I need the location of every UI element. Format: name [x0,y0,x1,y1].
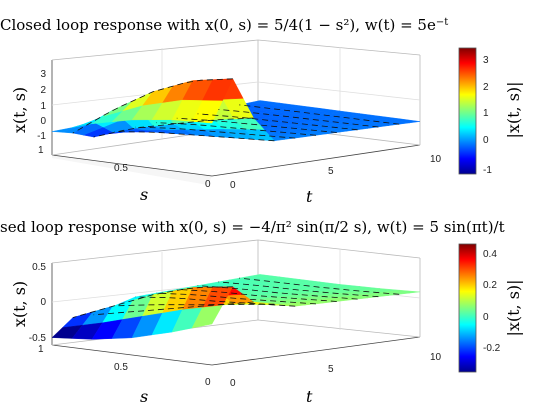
panel-1-s-ticks: 1 0.5 0 [38,145,211,190]
surface-patch [191,305,223,329]
s-tick-label: 0 [205,179,211,190]
panel-2-xlabel: s [140,387,148,406]
z-tick-label: 0.5 [32,262,46,273]
t-tick-label: 10 [430,154,442,165]
mesh-line [155,122,317,136]
colorbar-tick-label: -1 [483,165,492,176]
mesh-line [72,78,233,134]
panel-2-zlabel: x(t, s) [10,281,29,327]
panel-2-title: sed loop response with x(0, s) = −4/π² s… [0,218,505,236]
colorbar-tick-label: 0.2 [483,280,497,291]
colorbar-tick-label: 0 [483,135,489,146]
t-tick-label: 5 [328,166,334,177]
z-tick-label: 0 [40,297,46,308]
t-tick-label: 5 [328,364,334,375]
panel-2-t-ticks: 0 5 10 [230,352,442,389]
mesh-line [176,289,337,302]
mesh-line [93,117,254,138]
z-tick-label: 2 [40,85,46,96]
mesh-line [218,109,379,128]
colorbar-tick-label: -0.2 [483,343,501,354]
surface-patch [191,100,223,124]
s-tick-label: 0.5 [114,163,128,174]
s-tick-label: 1 [38,344,44,355]
colorbar-tick-label: 0.4 [483,249,497,260]
mesh-line [114,303,275,307]
mesh-line [135,126,296,139]
panel-1-colorbar-label: |x(t, s)| [504,81,523,138]
panel-1: Closed loop response with x(0, s) = 5/4(… [0,16,523,206]
mesh-line [93,301,254,316]
panel-2-colorbar-ticks: 0.4 0.2 0 -0.2 [483,249,501,354]
mesh-line [176,117,337,133]
t-tick-label: 0 [230,180,236,191]
z-tick-label: -1 [37,131,46,142]
mesh-line [197,113,358,131]
z-tick-label: 0 [40,116,46,127]
panel-1-surface [51,78,421,142]
panel-2-z-ticks: 0.5 0 -0.5 [29,262,47,344]
z-tick-label: 1 [40,101,46,112]
panel-2-surface [51,274,421,340]
panel-2-colorbar-label: |x(t, s)| [504,279,523,336]
panel-2-s-ticks: 1 0.5 0 [38,344,211,388]
mesh-line [155,292,317,305]
z-tick-label: 3 [40,69,46,80]
panel-2-ylabel: t [306,387,313,406]
mesh-line [239,277,400,295]
colorbar-tick-label: 0 [483,312,489,323]
panel-1-xlabel: s [140,185,148,204]
z-tick-label: -0.5 [29,333,47,344]
panel-1-t-ticks: 0 5 10 [230,154,442,191]
panel-2-colorbar [458,243,477,373]
panel-1-zlabel: x(t, s) [10,87,29,133]
t-tick-label: 0 [230,378,236,389]
panel-1-ylabel: t [306,187,313,206]
panel-1-colorbar [458,47,477,175]
panel-1-colorbar-ticks: 3 2 1 0 -1 [483,55,492,176]
s-tick-label: 0.5 [114,362,128,373]
t-tick-label: 10 [430,352,442,363]
colorbar-tick-label: 3 [483,55,489,66]
colorbar-tick-label: 2 [483,82,489,93]
mesh-line [197,285,358,300]
mesh-line [239,104,400,125]
colorbar-tick-label: 1 [483,108,489,119]
panel-2: sed loop response with x(0, s) = −4/π² s… [0,218,523,406]
mesh-line [135,296,296,307]
mesh-line [114,131,275,142]
s-tick-label: 0 [205,377,211,388]
s-tick-label: 1 [38,145,44,156]
panel-1-z-ticks: 3 2 1 0 -1 [37,69,46,142]
mesh-line [218,281,379,298]
mesh-line [72,286,233,318]
panel-1-title: Closed loop response with x(0, s) = 5/4(… [0,16,448,34]
